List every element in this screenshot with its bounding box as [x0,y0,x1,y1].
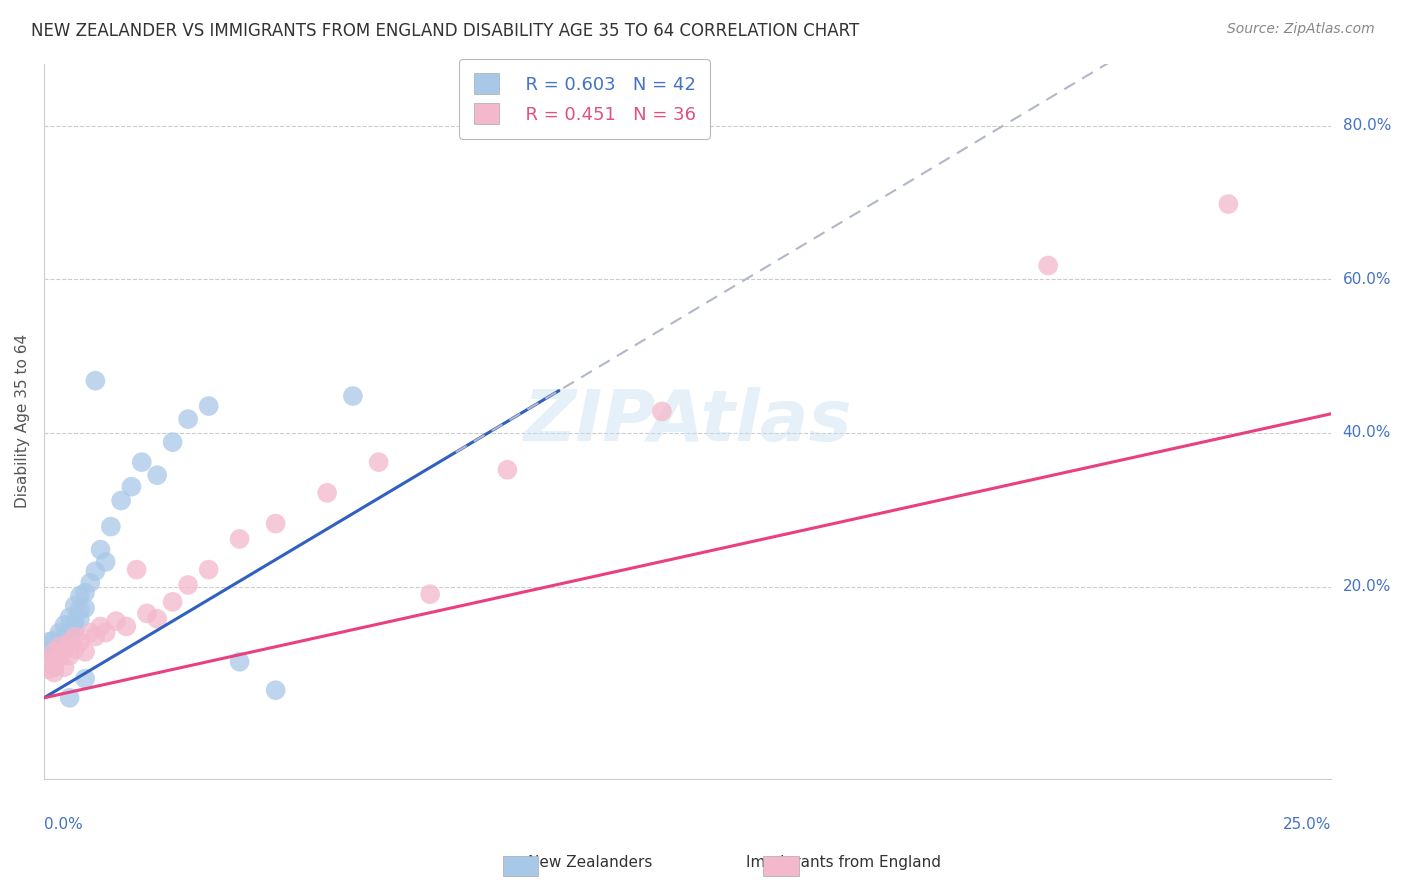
Point [131,455,153,469]
Point [125,563,148,577]
Point [53,642,76,657]
Point [84,629,107,643]
Point [104,614,127,628]
Point [177,412,200,426]
Point [44,657,66,672]
Point [75,601,97,615]
Point [59,648,82,663]
Text: 0.0%: 0.0% [44,817,83,832]
Point [228,655,250,669]
Point [94,555,117,569]
Text: Source: ZipAtlas.com: Source: ZipAtlas.com [1227,22,1375,37]
Text: ZIPAtlas: ZIPAtlas [523,387,852,456]
Point [59,624,82,638]
Point [100,519,122,533]
Point [38,663,60,677]
Text: 60.0%: 60.0% [1343,272,1391,287]
Point [59,690,82,705]
Point [38,657,60,671]
Point [69,589,91,603]
Text: New Zealanders: New Zealanders [529,855,652,870]
Point [496,463,519,477]
Point [44,647,66,661]
Point [162,435,184,450]
Point [38,652,60,666]
Point [177,578,200,592]
Point [197,399,219,413]
Point [48,640,70,654]
Point [146,612,169,626]
Point [48,650,70,665]
Point [44,660,66,674]
Point [1218,197,1240,211]
Point [342,389,364,403]
Point [264,516,287,531]
Point [44,645,66,659]
Text: Immigrants from England: Immigrants from England [747,855,941,870]
Point [75,645,97,659]
Point [90,619,112,633]
Point [79,575,101,590]
Text: 25.0%: 25.0% [1284,817,1331,832]
Point [53,629,76,643]
Point [135,607,157,621]
Text: 80.0%: 80.0% [1343,119,1391,133]
Point [75,585,97,599]
Point [63,599,86,613]
Point [38,645,60,659]
Point [59,610,82,624]
Point [115,619,138,633]
Point [48,650,70,665]
Point [63,629,86,643]
Point [110,493,132,508]
Text: NEW ZEALANDER VS IMMIGRANTS FROM ENGLAND DISABILITY AGE 35 TO 64 CORRELATION CHA: NEW ZEALANDER VS IMMIGRANTS FROM ENGLAND… [31,22,859,40]
Point [367,455,389,469]
Text: 20.0%: 20.0% [1343,579,1391,594]
Point [84,374,107,388]
Point [48,625,70,640]
Point [146,468,169,483]
Point [59,635,82,649]
Point [59,633,82,648]
Point [84,564,107,578]
Point [228,532,250,546]
Point [316,486,339,500]
Point [264,683,287,698]
Point [38,635,60,649]
Point [44,665,66,680]
Point [44,633,66,648]
Point [48,637,70,651]
Point [53,618,76,632]
Point [120,480,142,494]
Point [69,602,91,616]
Point [69,612,91,626]
Legend:   R = 0.603   N = 42,   R = 0.451   N = 36: R = 0.603 N = 42, R = 0.451 N = 36 [460,59,710,138]
Text: 40.0%: 40.0% [1343,425,1391,441]
Point [197,563,219,577]
Point [90,542,112,557]
Point [419,587,441,601]
Point [69,635,91,649]
Point [53,660,76,674]
Point [79,625,101,640]
Y-axis label: Disability Age 35 to 64: Disability Age 35 to 64 [15,334,30,508]
Point [53,640,76,655]
Point [162,595,184,609]
Point [75,672,97,686]
Point [1036,259,1059,273]
Point [651,404,673,418]
Point [63,642,86,657]
Point [63,614,86,628]
Point [63,622,86,636]
Point [48,642,70,657]
Point [94,625,117,640]
